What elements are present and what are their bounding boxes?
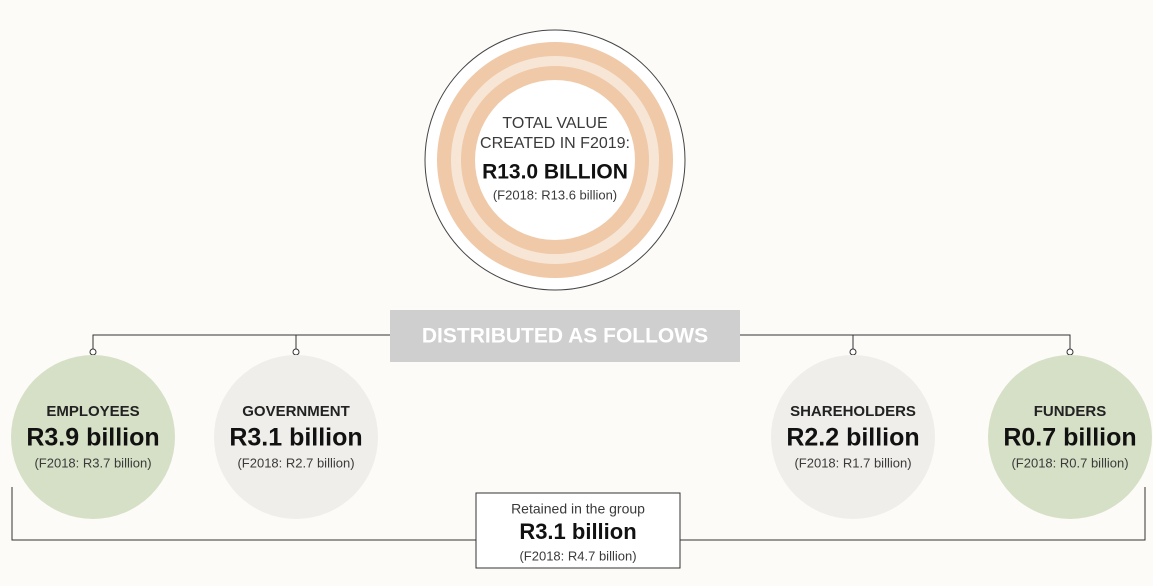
stakeholder-value: R2.2 billion xyxy=(786,424,919,452)
stakeholder-prior: (F2018: R2.7 billion) xyxy=(237,455,354,470)
stakeholder-name: FUNDERS xyxy=(1034,403,1107,420)
retained-prior: (F2018: R4.7 billion) xyxy=(519,548,636,563)
inner-circle xyxy=(475,80,635,240)
banner-text: DISTRIBUTED AS FOLLOWS xyxy=(422,325,708,348)
bracket xyxy=(11,487,1146,541)
stakeholder-circle xyxy=(988,355,1152,519)
center-title: CREATED IN F2019: xyxy=(480,135,630,152)
node-dot xyxy=(292,348,300,356)
node-dot xyxy=(1066,348,1074,356)
center-value: R13.0 BILLION xyxy=(482,161,628,184)
stakeholder-value: R0.7 billion xyxy=(1003,424,1136,452)
retained-label: Retained in the group xyxy=(511,501,645,517)
retained-box xyxy=(475,492,681,569)
node-dot xyxy=(849,348,857,356)
stakeholder-name: GOVERNMENT xyxy=(242,403,350,420)
stakeholder-circle xyxy=(11,355,175,519)
stakeholder-prior: (F2018: R1.7 billion) xyxy=(794,455,911,470)
stakeholder-value: R3.1 billion xyxy=(229,424,362,452)
stakeholder-name: SHAREHOLDERS xyxy=(790,403,916,420)
center-title: TOTAL VALUE xyxy=(502,115,607,132)
stakeholder-circle xyxy=(214,355,378,519)
stakeholder-value: R3.9 billion xyxy=(26,424,159,452)
stakeholder-prior: (F2018: R3.7 billion) xyxy=(34,455,151,470)
stakeholder-prior: (F2018: R0.7 billion) xyxy=(1011,455,1128,470)
banner xyxy=(390,310,740,362)
node-dot xyxy=(89,348,97,356)
stakeholder-name: EMPLOYEES xyxy=(46,403,139,420)
stakeholder-circle xyxy=(771,355,935,519)
retained-value: R3.1 billion xyxy=(519,519,636,544)
center-prior: (F2018: R13.6 billion) xyxy=(493,187,617,202)
